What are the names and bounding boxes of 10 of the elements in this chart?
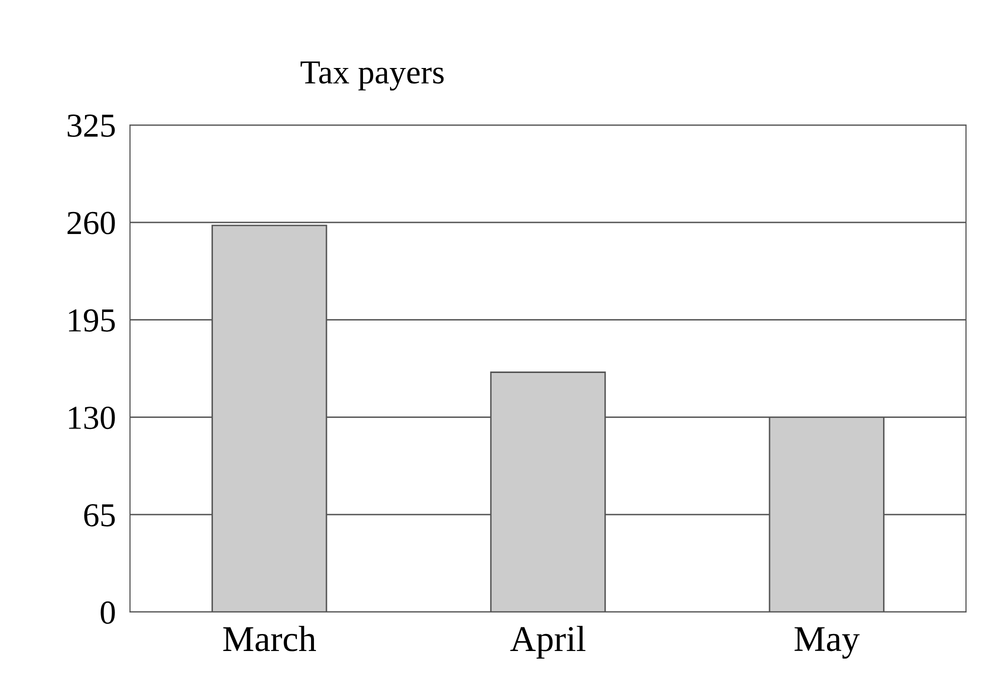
x-tick-label: April bbox=[510, 626, 586, 659]
y-tick-label: 325 bbox=[68, 114, 115, 137]
y-tick-label: 0 bbox=[100, 601, 115, 624]
x-tick-label: May bbox=[794, 627, 860, 659]
x-tick-label: March bbox=[223, 626, 316, 652]
y-tick-label: 260 bbox=[68, 212, 115, 234]
y-tick-label: 130 bbox=[69, 406, 115, 430]
y-tick-label: 65 bbox=[84, 504, 115, 526]
y-tick-label: 195 bbox=[69, 309, 115, 332]
chart-title: Tax payers bbox=[300, 62, 444, 91]
